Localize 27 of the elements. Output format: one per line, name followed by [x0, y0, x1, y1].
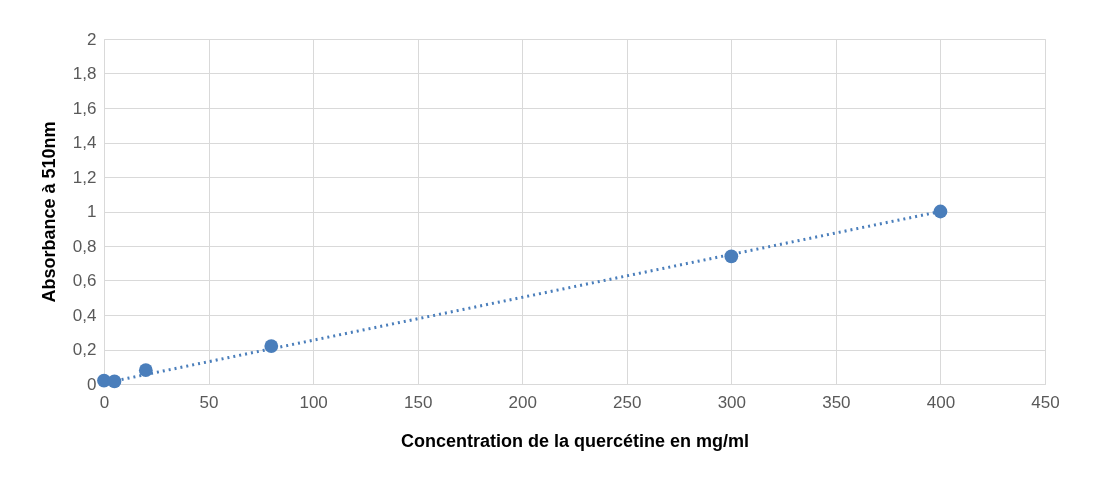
x-tick-label: 200 — [508, 392, 537, 412]
y-tick-label: 0 — [87, 374, 97, 394]
point — [933, 204, 948, 219]
point — [107, 374, 122, 389]
x-tick-label: 150 — [403, 392, 433, 412]
y-tick-label: 1,6 — [72, 98, 97, 118]
x-axis-title: Concentration de la quercétine en mg/ml — [400, 430, 750, 451]
point — [264, 339, 279, 353]
x-tick-label: 250 — [613, 392, 642, 412]
y-tick-label: 1,8 — [72, 64, 97, 83]
point — [724, 249, 739, 264]
y-tick-label: 1,2 — [72, 167, 97, 187]
point — [138, 363, 153, 378]
y-axis-title: Absorbance à 510nm — [38, 121, 59, 303]
x-tick-label: 400 — [926, 392, 956, 412]
y-tick-label: 0,8 — [72, 236, 97, 256]
x-tick-label: 50 — [199, 392, 219, 412]
x-tick-label: 300 — [717, 392, 747, 412]
x-tick-label: 350 — [822, 392, 851, 412]
x-tick-label: 100 — [299, 392, 328, 412]
y-tick-label: 1 — [87, 202, 97, 221]
x-tick-label: 450 — [1031, 392, 1060, 412]
y-tick-label: 0,4 — [72, 305, 97, 325]
y-tick-label: 0,6 — [72, 271, 97, 290]
y-tick-label: 2 — [87, 29, 97, 49]
y-tick-label: 0,2 — [72, 340, 97, 359]
y-tick-label: 1,4 — [72, 133, 97, 152]
